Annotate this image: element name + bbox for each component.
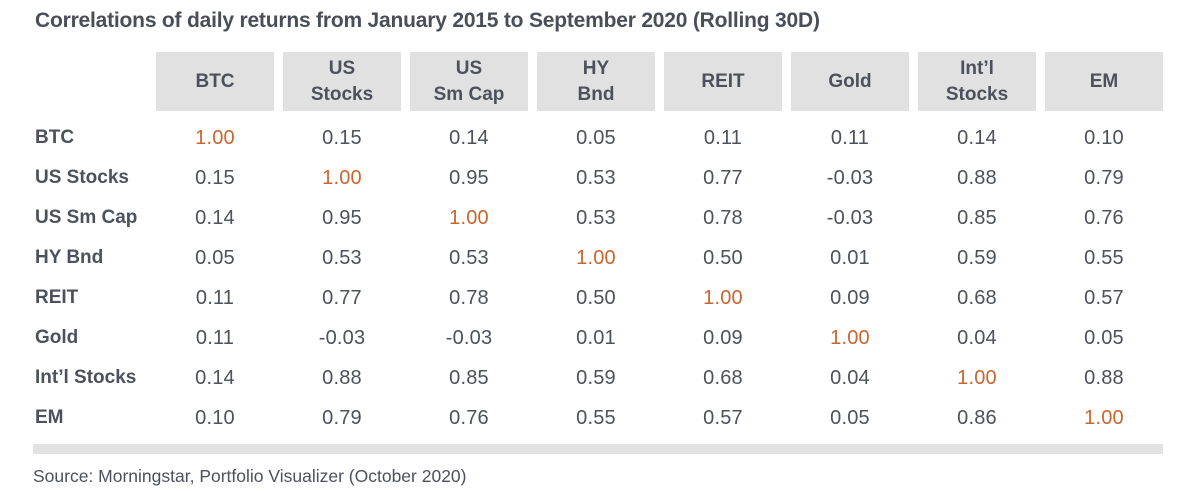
- correlation-value: 0.85: [449, 366, 489, 389]
- correlation-value: 0.59: [576, 366, 616, 389]
- correlation-value: 0.76: [1084, 206, 1124, 229]
- correlation-value: 0.15: [195, 166, 235, 189]
- correlation-value: 0.85: [957, 206, 997, 229]
- row-label: REIT: [35, 287, 79, 308]
- correlation-value: 0.14: [195, 366, 235, 389]
- correlation-value: 0.79: [322, 406, 362, 429]
- correlation-value: 0.57: [703, 406, 743, 429]
- correlation-value: 0.11: [195, 326, 235, 349]
- table-body: BTC 1.00 0.15 0.14 0.05 0.11 0.11 0.14 0.10 US St…: [33, 118, 1163, 438]
- correlation-value: 0.78: [449, 286, 489, 309]
- correlation-value: 0.86: [957, 406, 997, 429]
- correlation-value-diagonal: 1.00: [957, 366, 997, 389]
- correlation-value: -0.03: [826, 206, 874, 229]
- correlation-value: 0.53: [322, 246, 362, 269]
- correlation-value-diagonal: 1.00: [322, 166, 362, 189]
- row-label: Int’l Stocks: [35, 367, 137, 388]
- correlation-value: 0.04: [830, 366, 870, 389]
- correlation-value: -0.03: [826, 166, 874, 189]
- correlation-value: 0.77: [322, 286, 362, 309]
- table-row: Gold 0.11 -0.03 -0.03 0.01 0.09 1.00 0.04 0.05: [33, 318, 1163, 358]
- correlation-value: 0.55: [1084, 246, 1124, 269]
- correlation-value: 0.76: [449, 406, 489, 429]
- correlation-value: 0.15: [322, 126, 362, 149]
- correlation-value: 0.59: [957, 246, 997, 269]
- correlation-value: 0.09: [830, 286, 870, 309]
- correlation-value: 0.05: [195, 246, 235, 269]
- row-label: US Stocks: [35, 167, 129, 188]
- table-row: US Stocks 0.15 1.00 0.95 0.53 0.77 -0.03 0.88 0.…: [33, 158, 1163, 198]
- source-note: Source: Morningstar, Portfolio Visualize…: [33, 466, 467, 486]
- correlation-value: 0.05: [576, 126, 616, 149]
- corner-cell: [33, 52, 147, 111]
- column-header: US Sm Cap: [410, 52, 528, 111]
- correlation-value: 0.53: [449, 246, 489, 269]
- table-row: BTC 1.00 0.15 0.14 0.05 0.11 0.11 0.14 0.10: [33, 118, 1163, 158]
- correlation-value: 0.77: [703, 166, 743, 189]
- correlation-value: 0.95: [322, 206, 362, 229]
- correlation-value: 0.79: [1084, 166, 1124, 189]
- correlation-value: 0.88: [322, 366, 362, 389]
- correlation-value: -0.03: [445, 326, 493, 349]
- divider-bar: [33, 444, 1163, 454]
- correlation-value: 0.68: [703, 366, 743, 389]
- correlation-value: 0.01: [830, 246, 870, 269]
- table-header-row: BTC US Stocks US Sm Cap HY Bnd REIT Gold Int’l…: [33, 52, 1163, 111]
- page-title: Correlations of daily returns from Janua…: [35, 9, 820, 32]
- correlation-value: 0.88: [1084, 366, 1124, 389]
- correlation-value: 0.11: [195, 286, 235, 309]
- correlation-value: 0.01: [576, 326, 616, 349]
- column-header: REIT: [664, 52, 782, 111]
- correlation-value: 0.78: [703, 206, 743, 229]
- correlation-value: 0.53: [576, 166, 616, 189]
- correlation-value: 0.53: [576, 206, 616, 229]
- row-label: BTC: [35, 127, 75, 148]
- correlation-value: 0.50: [703, 246, 743, 269]
- correlation-value: 0.95: [449, 166, 489, 189]
- row-label: Gold: [35, 327, 79, 348]
- correlation-value: 0.05: [1084, 326, 1124, 349]
- column-header: BTC: [156, 52, 274, 111]
- correlation-value: 0.11: [830, 126, 870, 149]
- column-header: EM: [1045, 52, 1163, 111]
- correlation-value: 0.88: [957, 166, 997, 189]
- correlation-value-diagonal: 1.00: [195, 126, 235, 149]
- table-row: REIT 0.11 0.77 0.78 0.50 1.00 0.09 0.68 0.57: [33, 278, 1163, 318]
- column-header: US Stocks: [283, 52, 401, 111]
- correlation-value: 0.55: [576, 406, 616, 429]
- row-label: HY Bnd: [35, 247, 104, 268]
- table-row: US Sm Cap 0.14 0.95 1.00 0.53 0.78 -0.03 0.85 0.…: [33, 198, 1163, 238]
- column-header: Gold: [791, 52, 909, 111]
- correlation-value: 0.11: [703, 126, 743, 149]
- row-label: US Sm Cap: [35, 207, 138, 228]
- correlation-value-diagonal: 1.00: [576, 246, 616, 269]
- correlation-value: 0.50: [576, 286, 616, 309]
- correlation-value-diagonal: 1.00: [703, 286, 743, 309]
- correlation-value-diagonal: 1.00: [449, 206, 489, 229]
- correlation-value-diagonal: 1.00: [830, 326, 870, 349]
- correlation-value: 0.14: [449, 126, 489, 149]
- correlation-value: 0.05: [830, 406, 870, 429]
- correlation-value: 0.09: [703, 326, 743, 349]
- row-label: EM: [35, 407, 64, 428]
- column-header: Int’l Stocks: [918, 52, 1036, 111]
- correlation-value: 0.14: [195, 206, 235, 229]
- column-header: HY Bnd: [537, 52, 655, 111]
- table-row: EM 0.10 0.79 0.76 0.55 0.57 0.05 0.86 1.00: [33, 398, 1163, 438]
- correlation-value: 0.68: [957, 286, 997, 309]
- correlation-matrix: BTC US Stocks US Sm Cap HY Bnd REIT Gold Int’l…: [33, 52, 1163, 438]
- correlation-value: -0.03: [318, 326, 366, 349]
- correlation-value: 0.04: [957, 326, 997, 349]
- correlation-value: 0.10: [1084, 126, 1124, 149]
- table-row: HY Bnd 0.05 0.53 0.53 1.00 0.50 0.01 0.59 0.55: [33, 238, 1163, 278]
- correlation-value: 0.14: [957, 126, 997, 149]
- correlation-value: 0.10: [195, 406, 235, 429]
- correlation-value: 0.57: [1084, 286, 1124, 309]
- table-row: Int’l Stocks 0.14 0.88 0.85 0.59 0.68 0.04 1.00…: [33, 358, 1163, 398]
- correlation-value-diagonal: 1.00: [1084, 406, 1124, 429]
